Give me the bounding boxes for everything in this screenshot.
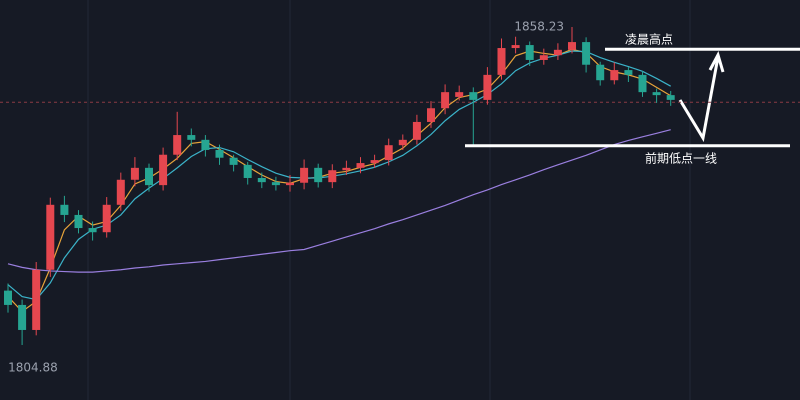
candle-body [32, 269, 41, 330]
candle-body [666, 95, 675, 100]
candle-body [328, 170, 337, 183]
candle-body [511, 45, 520, 49]
arrow-head [708, 51, 725, 73]
candle-body [497, 48, 506, 75]
candle-body [412, 121, 421, 140]
level-label: 前期低点一线 [645, 150, 717, 165]
candle-body [286, 182, 294, 186]
candle-body [370, 160, 379, 164]
candle-body [130, 167, 139, 180]
high-label: 1858.23 [514, 20, 564, 34]
candle-body [116, 179, 125, 205]
candle-body [610, 70, 619, 81]
candle-body [441, 92, 450, 109]
candle-body [356, 163, 365, 168]
candle-body [173, 135, 182, 155]
candle-body [215, 149, 224, 158]
candle-body [74, 214, 83, 229]
candle-body [568, 42, 576, 50]
candle-body [342, 167, 351, 171]
candle-body [384, 145, 393, 161]
candle-body [88, 228, 97, 233]
candle-body [201, 139, 210, 150]
candle-body [582, 42, 591, 65]
candle-body [525, 45, 534, 60]
candle-body [60, 204, 69, 215]
candle-body [46, 204, 55, 270]
candle-body [257, 177, 266, 183]
candle-body [652, 92, 661, 96]
candle-body [18, 304, 27, 330]
candle-body [539, 55, 548, 60]
candle-body [398, 139, 407, 146]
candle-body [4, 290, 12, 305]
candle-body [159, 154, 168, 186]
candle-body [102, 204, 111, 233]
candle-body [145, 167, 153, 186]
low-label: 1804.88 [8, 360, 58, 374]
candle-body [553, 49, 562, 56]
ma-line [7, 129, 671, 273]
candle-body [483, 74, 492, 100]
arrow [678, 56, 720, 143]
candle-body [271, 182, 280, 186]
candle-body [314, 167, 323, 183]
candle-body [638, 74, 647, 93]
candle-body [229, 157, 238, 165]
candle-body [427, 108, 435, 122]
candle-body [455, 92, 464, 97]
grid [87, 0, 691, 400]
candle-body [187, 135, 196, 140]
candle-body [624, 70, 633, 75]
level-label: 凌晨高点 [625, 32, 673, 47]
candle-body [596, 64, 605, 81]
candle-body [469, 92, 478, 100]
candle-body [243, 164, 252, 178]
candle-body [300, 167, 309, 183]
